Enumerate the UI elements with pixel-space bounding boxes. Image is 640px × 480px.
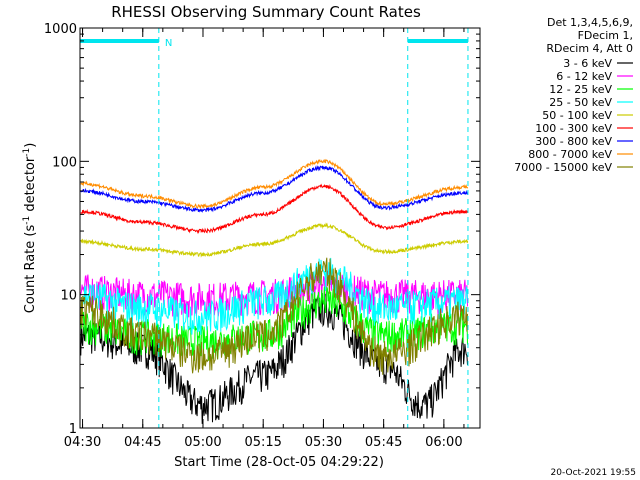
generation-timestamp: 20-Oct-2021 19:55: [551, 468, 636, 478]
legend-entry-label: 50 - 100 keV: [542, 109, 612, 122]
y-axis-label-sup-2: -1: [22, 148, 32, 157]
x-tick-label: 04:45: [124, 435, 161, 450]
x-tick-label: 04:30: [64, 435, 101, 450]
y-axis-label: Count Rate (s-1 detector-1): [22, 143, 38, 314]
series-line: [80, 183, 469, 235]
y-axis-label-sup-1: -1: [22, 216, 32, 225]
y-axis-label-part-3: ): [23, 143, 38, 148]
series-line: [80, 257, 468, 375]
x-tick-label: 06:00: [425, 435, 462, 450]
y-axis-label-part-2: detector: [23, 156, 38, 216]
legend-entry-label: 100 - 300 keV: [535, 122, 612, 135]
x-tick-label: 05:00: [184, 435, 221, 450]
y-tick-label: 1: [69, 422, 77, 437]
x-axis-label: Start Time (28-Oct-05 04:29:22): [174, 455, 384, 470]
night-label: N: [165, 38, 172, 49]
legend-header-line-3: RDecim 4, Att 0: [546, 42, 633, 55]
series-line: [80, 165, 469, 213]
legend-header-line-2: FDecim 1,: [578, 29, 633, 42]
y-tick-label: 10: [60, 289, 77, 304]
series-line: [80, 158, 469, 210]
legend: Det 1,3,4,5,6,9, FDecim 1, RDecim 4, Att…: [514, 16, 633, 174]
x-tick-label: 05:15: [244, 435, 281, 450]
y-tick-label: 1000: [44, 22, 77, 37]
legend-entry-label: 6 - 12 keV: [556, 70, 612, 83]
x-tick-label: 05:45: [365, 435, 402, 450]
x-axis: 04:30 04:45 05:00 05:15 05:30 05:45 06:00: [64, 28, 465, 450]
y-axis-label-part-1: Count Rate (s: [23, 225, 38, 314]
legend-entry-label: 300 - 800 keV: [535, 135, 612, 148]
legend-entry-label: 800 - 7000 keV: [528, 148, 612, 161]
legend-entry-label: 3 - 6 keV: [563, 57, 612, 70]
y-axis: 1 10 100 1000: [44, 22, 480, 437]
legend-entry-label: 25 - 50 keV: [549, 96, 612, 109]
series-line: [80, 257, 468, 336]
plot-area: N: [79, 28, 469, 428]
x-tick-label: 05:30: [305, 435, 342, 450]
series-line: [80, 222, 469, 258]
y-tick-label: 100: [52, 155, 77, 170]
chart-title: RHESSI Observing Summary Count Rates: [111, 3, 421, 21]
legend-entry-label: 12 - 25 keV: [549, 83, 612, 96]
legend-entry-label: 7000 - 15000 keV: [514, 161, 612, 174]
legend-header-line-1: Det 1,3,4,5,6,9,: [547, 16, 633, 29]
plot-frame: [79, 27, 481, 429]
